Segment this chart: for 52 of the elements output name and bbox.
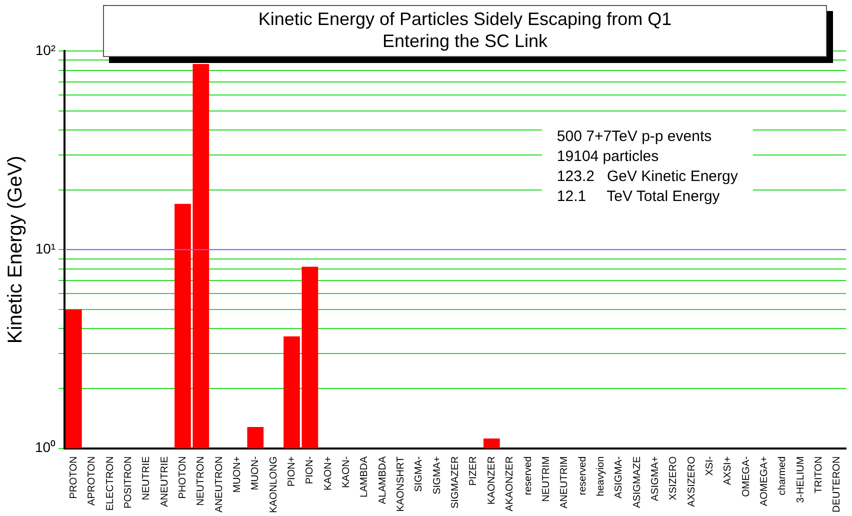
- x-tick-label: SIGMA-: [414, 456, 425, 492]
- x-tick-label: MUON+: [232, 456, 243, 493]
- x-tick-label: SIGMA+: [432, 456, 443, 494]
- x-tick-label: ANEUTRON: [214, 456, 225, 512]
- x-tick-label: APROTON: [86, 456, 98, 506]
- x-tick-label: TRITON: [814, 456, 825, 494]
- x-tick-label: SIGMAZER: [450, 456, 462, 509]
- x-tick-label: KAONSHRT: [396, 456, 407, 512]
- x-tick-label: OMEGA-: [740, 456, 752, 497]
- x-tick-label: reserved: [577, 456, 588, 496]
- annotation: 123.2 GeV Kinetic Energy: [556, 168, 738, 185]
- chart-title: Kinetic Energy of Particles Sidely Escaping from Q1 Entering the SC Link: [257, 8, 673, 52]
- x-tick-label: KAONZER: [486, 456, 498, 505]
- y-axis-title: Kinetic Energy (GeV): [4, 156, 27, 344]
- x-tick-label: heavyion: [595, 456, 606, 496]
- x-tick-label: NEUTRIM: [540, 456, 552, 502]
- annotation: 19104 particles: [556, 148, 659, 165]
- x-tick-label: ASIGMA-: [614, 456, 625, 499]
- x-tick-label: 3-HELIUM: [795, 456, 806, 504]
- x-tick-label: KAONLONG: [268, 456, 280, 514]
- x-tick-label: reserved: [522, 456, 534, 496]
- x-tick-label: NEUTRON: [196, 456, 207, 506]
- x-tick-label: AKAONZER: [504, 456, 516, 512]
- x-tick-label: ANEUTRIM: [559, 456, 570, 509]
- x-tick-label: PIZER: [468, 456, 480, 486]
- x-tick-label: PHOTON: [177, 456, 188, 499]
- y-tick-label: 10¹: [35, 240, 56, 257]
- y-tick-label: 10⁰: [34, 439, 56, 456]
- x-tick-label: charmed: [777, 456, 788, 496]
- x-tick-label: AOMEGA+: [759, 456, 770, 506]
- y-tick-label: 10²: [35, 42, 56, 58]
- x-tick-label: AXSI+: [722, 456, 734, 485]
- x-tick-label: AXSIZERO: [686, 456, 698, 507]
- x-tick-label: LAMBDA: [359, 456, 370, 498]
- x-tick-label: ALAMBDA: [377, 456, 388, 504]
- x-tick-label: XSIZERO: [668, 456, 680, 500]
- x-tick-label: KAON-: [341, 456, 352, 488]
- x-tick-label: MUON-: [250, 456, 262, 490]
- x-tick-label: ELECTRON: [104, 456, 116, 511]
- x-tick-label: NEUTRIE: [141, 456, 152, 500]
- x-tick-label: KAON+: [322, 456, 334, 491]
- x-tick-label: PROTON: [68, 456, 80, 499]
- x-tick-label: ASIGMA+: [650, 456, 661, 502]
- x-tick-label: ASIGMAZE: [632, 456, 643, 508]
- x-tick-label: PION-: [304, 456, 316, 484]
- annotation: 12.1 TeV Total Energy: [556, 188, 720, 205]
- x-tick-label: ANEUTRIE: [159, 456, 170, 507]
- x-tick-label: XSI-: [704, 456, 716, 476]
- x-tick-label: POSITRON: [122, 456, 134, 509]
- x-tick-label: DEUTERON: [832, 456, 843, 512]
- x-tick-label: PION+: [286, 456, 298, 487]
- annotation: 500 7+7TeV p-p events: [556, 128, 712, 145]
